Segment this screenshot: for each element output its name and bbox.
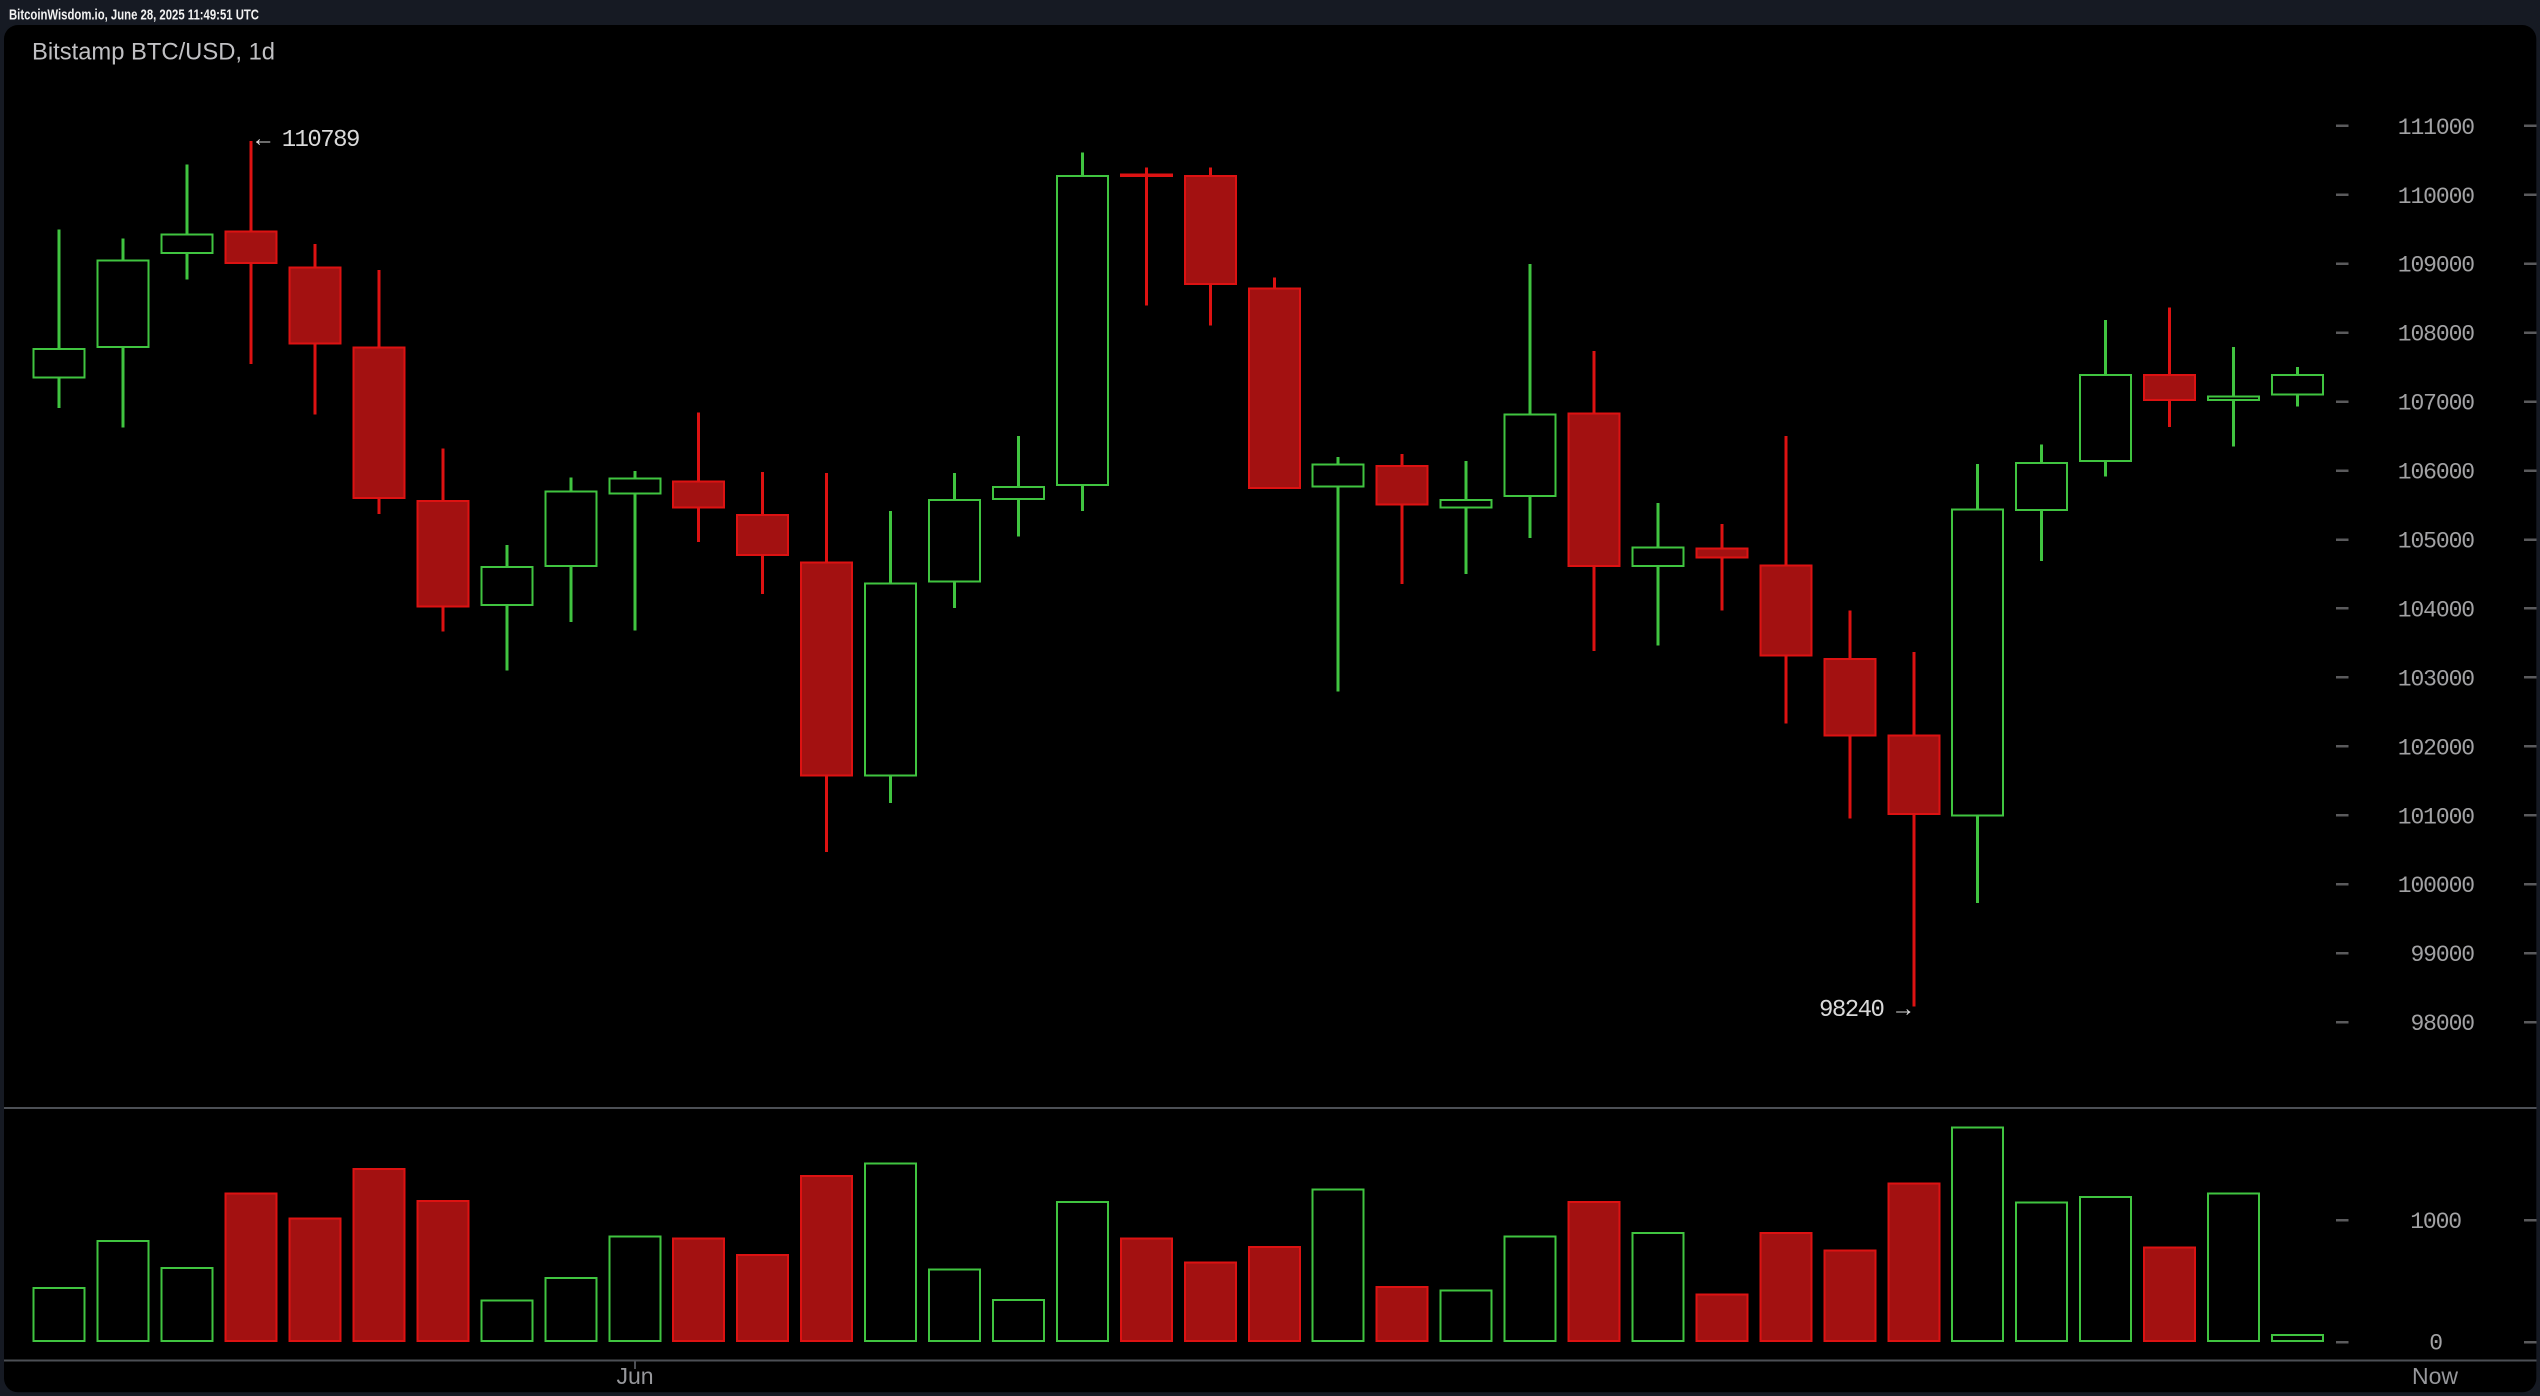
svg-text:99000: 99000 — [2410, 942, 2474, 968]
svg-text:Bitstamp BTC/USD, 1d: Bitstamp BTC/USD, 1d — [32, 39, 275, 66]
svg-text:1000: 1000 — [2410, 1209, 2461, 1235]
svg-text:110000: 110000 — [2398, 184, 2475, 210]
svg-text:98240 →: 98240 → — [1819, 997, 1911, 1024]
svg-text:105000: 105000 — [2398, 529, 2475, 555]
svg-text:107000: 107000 — [2398, 391, 2475, 417]
svg-text:106000: 106000 — [2398, 460, 2475, 486]
svg-text:111000: 111000 — [2398, 115, 2475, 141]
svg-text:← 110789: ← 110789 — [256, 127, 359, 154]
svg-text:109000: 109000 — [2398, 253, 2475, 279]
svg-text:108000: 108000 — [2398, 322, 2475, 348]
svg-text:98000: 98000 — [2410, 1011, 2474, 1037]
svg-text:103000: 103000 — [2398, 666, 2475, 692]
svg-text:100000: 100000 — [2398, 873, 2475, 899]
svg-text:Now: Now — [2412, 1363, 2458, 1389]
svg-text:101000: 101000 — [2398, 804, 2475, 830]
svg-text:Jun: Jun — [616, 1363, 653, 1389]
svg-text:BitcoinWisdom.io, June 28, 202: BitcoinWisdom.io, June 28, 2025 11:49:51… — [9, 7, 259, 24]
svg-text:104000: 104000 — [2398, 598, 2475, 624]
svg-text:102000: 102000 — [2398, 735, 2475, 761]
svg-text:0: 0 — [2429, 1330, 2442, 1356]
